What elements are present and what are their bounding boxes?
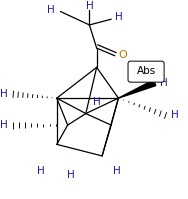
Text: H: H xyxy=(160,78,168,88)
Text: H: H xyxy=(93,97,101,107)
Text: H: H xyxy=(67,170,75,180)
Text: O: O xyxy=(119,50,127,60)
Text: H: H xyxy=(114,12,122,22)
Text: Abs: Abs xyxy=(136,66,156,76)
FancyBboxPatch shape xyxy=(128,61,164,82)
Text: H: H xyxy=(113,166,121,176)
Text: H: H xyxy=(0,89,8,99)
Text: H: H xyxy=(0,120,8,130)
Polygon shape xyxy=(118,80,156,98)
Text: H: H xyxy=(37,166,44,176)
Text: H: H xyxy=(48,5,55,15)
Text: H: H xyxy=(171,110,178,120)
Text: H: H xyxy=(86,1,93,11)
